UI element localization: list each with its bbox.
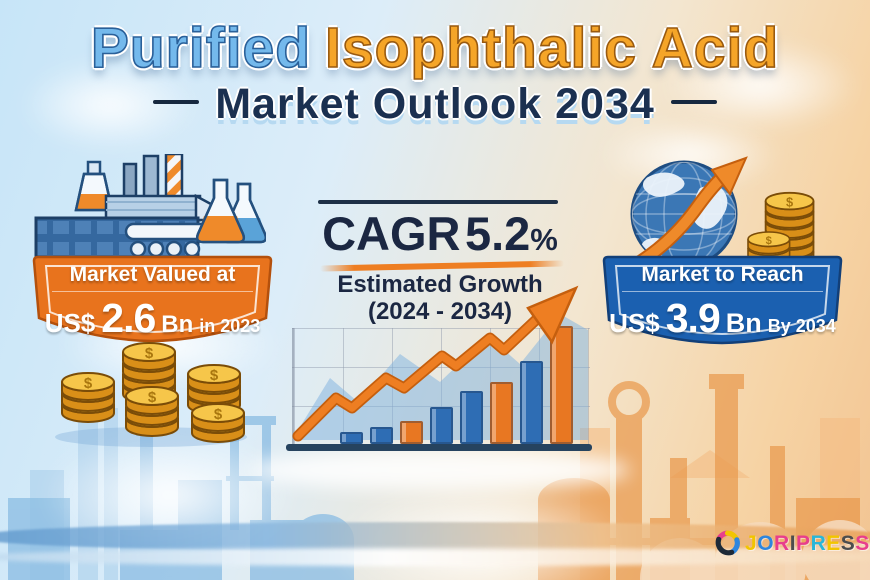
currency-label: US$ (609, 308, 660, 338)
cagr-value: 5.2 (464, 207, 531, 260)
logo-letter: J (745, 531, 758, 555)
subtitle-dash-left (153, 100, 200, 104)
logo-letter: I (789, 531, 797, 555)
estimated-growth-line1: Estimated Growth (337, 271, 543, 298)
title-word-purified: Purified (90, 16, 312, 80)
coin-stack: $ (187, 364, 241, 415)
globe-growth-illustration: $ $ (630, 156, 815, 270)
unit-label: Bn (725, 308, 762, 338)
logo-letter: S (840, 531, 856, 555)
coin-stack: $ (747, 231, 791, 270)
market-reach-box-shape (602, 255, 843, 345)
bar (490, 382, 513, 444)
bar (520, 361, 543, 444)
cagr-line: CAGR 5.2% (282, 206, 598, 261)
estimated-growth-line2: (2024 - 2034) (367, 298, 513, 325)
cagr-top-rule (318, 200, 558, 204)
logo-text: JORIPRESS (745, 532, 870, 556)
market-valued-box: Market Valued at US$ 2.6 Bn in 2023 (30, 254, 275, 344)
cagr-underline-swoosh (319, 260, 565, 272)
bar (550, 326, 573, 444)
bar (400, 421, 423, 444)
market-valued-heading: Market Valued at (69, 263, 236, 286)
publisher-logo: JORIPRESS (714, 530, 870, 557)
flask-orange-icon (195, 178, 246, 244)
svg-text:$: $ (210, 367, 219, 384)
globe-arrow-icon (635, 169, 731, 267)
market-reach-content: Market to Reach US$ 3.9 Bn By 2034 (600, 254, 845, 342)
growth-trend-arrow-icon (292, 285, 579, 442)
estimated-growth: Estimated Growth (2024 - 2034) (282, 271, 598, 325)
logo-letter: R (774, 531, 790, 555)
bottom-gradient-band (0, 522, 870, 552)
market-reach-value: US$ 3.9 Bn By 2034 (600, 295, 845, 342)
coin-stack: $ (191, 403, 245, 443)
divider (622, 291, 823, 292)
bar (460, 391, 483, 444)
coins-illustration: $ $ $ $ $ (55, 342, 247, 447)
chart-mountain (292, 314, 588, 440)
market-valued-content: Market Valued at US$ 2.6 Bn in 2023 (30, 254, 275, 342)
period-label: in 2023 (199, 316, 261, 336)
factory-deck (104, 194, 202, 222)
swirl-ring-icon (715, 530, 740, 556)
svg-text:$: $ (214, 406, 223, 423)
factory-illustration (34, 154, 266, 266)
svg-text:$: $ (786, 195, 793, 210)
chimneys-icon (122, 154, 184, 206)
unit-label: Bn (161, 311, 194, 338)
market-valued-value: US$ 2.6 Bn in 2023 (30, 295, 275, 342)
svg-text:$: $ (148, 389, 157, 406)
divider (52, 291, 253, 292)
header: Purified Isophthalic Acid Market Outlook … (0, 16, 870, 126)
svg-text:$: $ (84, 375, 93, 392)
page-title: Purified Isophthalic Acid (0, 16, 870, 80)
bar (370, 427, 393, 444)
currency-label: US$ (44, 308, 96, 338)
chart-baseline (286, 444, 592, 451)
cagr-label: CAGR (322, 207, 461, 260)
coin-stack: $ (764, 191, 815, 270)
coin-stack: $ (61, 372, 115, 423)
bar-chart-bars (340, 312, 584, 444)
cloud (20, 60, 200, 150)
subtitle-text: Market Outlook 2034 (215, 80, 655, 128)
value-2034: 3.9 (665, 295, 721, 341)
bar (340, 432, 363, 444)
market-reach-box: Market to Reach US$ 3.9 Bn By 2034 (600, 254, 845, 346)
logo-letter: E (826, 531, 841, 555)
logo-letter: R (810, 531, 827, 555)
svg-text:$: $ (145, 345, 154, 362)
value-2023: 2.6 (101, 295, 156, 341)
bottom-light-band (0, 548, 870, 566)
conveyor-wheels (129, 240, 201, 258)
cagr-percent: % (530, 222, 558, 257)
title-word-isophthalic-acid: Isophthalic Acid (324, 16, 780, 80)
cloud (660, 40, 860, 130)
svg-text:$: $ (766, 235, 773, 247)
logo-letter: S (855, 531, 870, 555)
market-valued-box-shape (32, 255, 273, 343)
subtitle-dash-right (670, 100, 717, 104)
period-label: By 2034 (767, 316, 836, 336)
bar (430, 407, 453, 444)
coin-stack: $ (125, 386, 179, 437)
market-reach-heading: Market to Reach (641, 263, 804, 286)
logo-letter: P (796, 531, 811, 555)
cloud (250, 450, 630, 490)
logo-letter: O (757, 531, 775, 555)
coin-stack: $ (122, 342, 176, 404)
page-subtitle: Market Outlook 2034 (0, 83, 870, 126)
